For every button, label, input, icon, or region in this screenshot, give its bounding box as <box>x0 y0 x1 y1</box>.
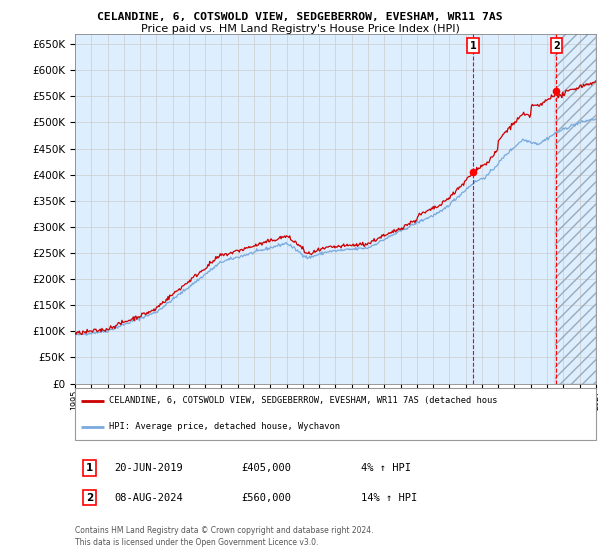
Text: Price paid vs. HM Land Registry's House Price Index (HPI): Price paid vs. HM Land Registry's House … <box>140 24 460 34</box>
Text: HPI: Average price, detached house, Wychavon: HPI: Average price, detached house, Wych… <box>109 422 340 431</box>
FancyBboxPatch shape <box>75 388 596 440</box>
Text: 08-AUG-2024: 08-AUG-2024 <box>114 492 183 502</box>
Text: 1: 1 <box>86 463 93 473</box>
Text: £405,000: £405,000 <box>242 463 292 473</box>
Text: 2: 2 <box>553 41 560 51</box>
Text: 14% ↑ HPI: 14% ↑ HPI <box>361 492 418 502</box>
Text: 20-JUN-2019: 20-JUN-2019 <box>114 463 183 473</box>
Text: 1: 1 <box>470 41 476 51</box>
Text: 4% ↑ HPI: 4% ↑ HPI <box>361 463 412 473</box>
Text: CELANDINE, 6, COTSWOLD VIEW, SEDGEBERROW, EVESHAM, WR11 7AS (detached hous: CELANDINE, 6, COTSWOLD VIEW, SEDGEBERROW… <box>109 396 497 405</box>
Text: CELANDINE, 6, COTSWOLD VIEW, SEDGEBERROW, EVESHAM, WR11 7AS: CELANDINE, 6, COTSWOLD VIEW, SEDGEBERROW… <box>97 12 503 22</box>
Text: Contains HM Land Registry data © Crown copyright and database right 2024.
This d: Contains HM Land Registry data © Crown c… <box>75 526 373 547</box>
Text: £560,000: £560,000 <box>242 492 292 502</box>
Text: 2: 2 <box>86 492 93 502</box>
